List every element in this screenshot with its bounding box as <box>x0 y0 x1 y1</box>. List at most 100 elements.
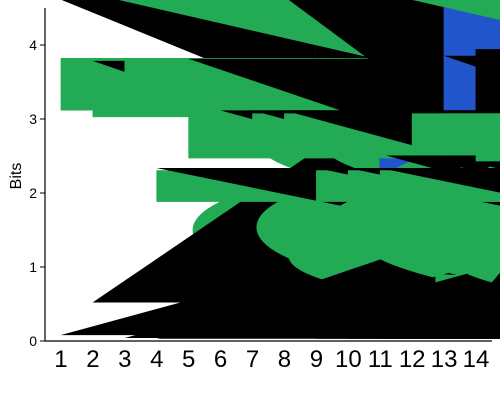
glyph-L: L <box>238 0 500 400</box>
logo-stack-13: AGSTVEL <box>429 0 500 400</box>
glyph-V: V <box>46 0 500 400</box>
glyph-L: L <box>78 0 500 400</box>
glyph-T: T <box>174 57 500 400</box>
glyph-G: G <box>397 63 500 400</box>
logo-stack-6: GASTVEL <box>206 0 500 400</box>
glyph-V: V <box>78 0 500 400</box>
x-tick-label: 14 <box>463 346 490 373</box>
glyph-A: A <box>461 0 500 400</box>
glyph-A: A <box>334 133 500 391</box>
glyph-A: A <box>142 133 500 391</box>
glyph-L: L <box>270 0 500 400</box>
glyph-E: E <box>397 0 500 400</box>
glyph-S: S <box>238 60 500 400</box>
glyph-E: E <box>206 0 500 400</box>
glyph-T: T <box>461 60 500 400</box>
x-tick-label: 6 <box>214 346 227 373</box>
glyph-V: V <box>429 0 500 400</box>
glyph-S: S <box>334 128 500 386</box>
glyph-T: T <box>302 126 500 384</box>
glyph-T: T <box>110 0 500 400</box>
glyph-R: R <box>174 0 500 400</box>
x-tick-label: 1 <box>54 346 67 373</box>
glyph-S: S <box>174 60 500 400</box>
y-tick-label: 2 <box>29 185 37 201</box>
glyph-L: L <box>334 122 500 380</box>
glyph-V: V <box>334 124 500 382</box>
x-tick-label: 4 <box>150 346 163 373</box>
logo-stack-3: AGSTLKYW <box>64 0 500 400</box>
glyph-K: K <box>461 0 500 400</box>
glyph-L: L <box>429 0 500 400</box>
glyph-A: A <box>270 60 500 400</box>
glyph-L: L <box>461 0 500 400</box>
glyph-V: V <box>174 0 500 400</box>
x-tick-label: 8 <box>278 346 291 373</box>
glyph-A: A <box>366 133 500 391</box>
glyph-T: T <box>334 126 500 384</box>
x-tick-label: 12 <box>399 346 426 373</box>
glyph-G: G <box>142 131 500 389</box>
glyph-G: G <box>174 63 500 400</box>
logo-stack-10: AGSTVL <box>334 122 500 391</box>
glyph-S: S <box>142 128 500 386</box>
glyph-G: G <box>78 63 500 400</box>
glyph-S: S <box>461 0 500 400</box>
glyph-T: T <box>429 55 500 400</box>
glyph-S: S <box>78 0 500 400</box>
y-tick-label: 4 <box>29 37 37 53</box>
glyph-T: T <box>397 55 500 400</box>
glyph-A: A <box>206 60 500 400</box>
glyph-L: L <box>174 0 500 400</box>
glyph-G: G <box>429 60 500 400</box>
glyph-T: T <box>78 0 500 400</box>
glyph-V: V <box>206 52 500 397</box>
glyph-G: G <box>110 60 500 400</box>
glyph-A: A <box>46 60 500 400</box>
glyph-T: T <box>46 0 500 400</box>
glyph-G: G <box>366 131 500 389</box>
y-axis: 0 1 2 3 4 <box>29 8 46 349</box>
glyph-S: S <box>302 128 500 386</box>
glyph-L: L <box>46 0 500 400</box>
y-axis-title: Bits <box>8 163 25 190</box>
glyph-S: S <box>46 0 500 400</box>
glyph-V: V <box>461 0 500 400</box>
glyph-V: V <box>302 124 500 382</box>
logo-stack-7: GSATVEL <box>238 0 500 400</box>
glyph-E: E <box>46 0 500 400</box>
glyph-D: D <box>78 0 500 400</box>
glyph-V: V <box>270 52 500 397</box>
logo-stack-9: AGSTVL <box>302 122 500 391</box>
y-tick-label: 1 <box>29 259 37 275</box>
glyph-G: G <box>461 63 500 400</box>
glyph-L: L <box>302 122 500 380</box>
glyph-G: G <box>270 63 500 400</box>
glyph-L: L <box>366 122 500 380</box>
glyph-T: T <box>238 55 500 400</box>
glyph-S: S <box>110 0 500 400</box>
glyph-T: T <box>142 126 500 384</box>
glyph-E: E <box>429 0 500 400</box>
x-tick-label: 13 <box>431 346 458 373</box>
logo-stack-8: GASTVEL <box>270 0 500 400</box>
glyph-G: G <box>238 63 500 400</box>
glyph-A: A <box>429 63 500 400</box>
logo-stack-14: GTVELKSA <box>461 0 500 400</box>
glyph-V: V <box>142 124 500 382</box>
glyph-E: E <box>174 0 500 400</box>
glyph-V: V <box>366 124 500 382</box>
glyph-A: A <box>174 0 500 400</box>
glyph-A: A <box>110 63 500 400</box>
glyph-A: A <box>302 133 500 391</box>
x-axis: 1 2 3 4 5 6 7 8 9 10 11 12 13 14 <box>45 340 492 373</box>
glyph-Y: Y <box>64 0 500 400</box>
glyph-V: V <box>238 52 500 397</box>
glyph-S: S <box>366 128 500 386</box>
logo-stack-4: AGSTVEL <box>142 50 500 395</box>
x-tick-label: 3 <box>118 346 131 373</box>
glyph-E: E <box>238 0 500 400</box>
glyph-A: A <box>397 60 500 400</box>
glyph-E: E <box>142 122 500 380</box>
